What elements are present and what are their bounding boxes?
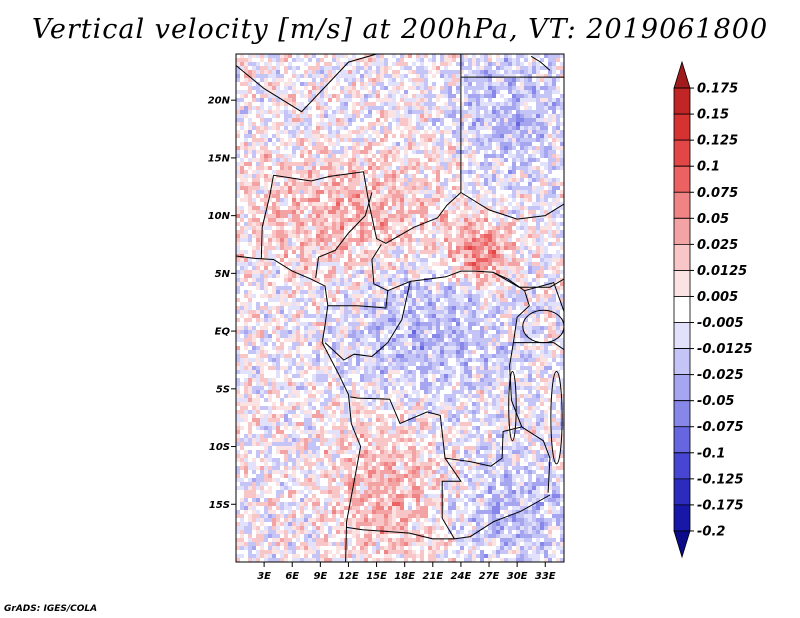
y-tick-label: 15S	[209, 500, 230, 511]
x-tick-label: 30E	[507, 571, 528, 582]
colorbar-swatch	[673, 322, 691, 349]
colorbar-swatch	[673, 400, 691, 428]
colorbar-swatch	[673, 87, 691, 115]
x-tick-label: 6E	[285, 571, 299, 582]
chart-title: Vertical velocity [m/s] at 200hPa, VT: 2…	[31, 14, 769, 45]
y-tick-label: 5S	[216, 384, 230, 395]
colorbar-swatch	[673, 504, 691, 532]
x-tick-label: 9E	[313, 571, 327, 582]
x-tick-label: 27E	[479, 571, 500, 582]
colorbar-label: -0.1	[697, 446, 725, 461]
colorbar-label: 0.025	[697, 238, 738, 253]
x-axis: 3E 6E 9E 12E 15E 18E 21E 24E 27E 30E 33E	[257, 562, 556, 582]
colorbar-label: -0.025	[697, 368, 744, 383]
colorbar-swatch	[673, 217, 691, 245]
y-tick-label: 10S	[209, 442, 230, 453]
colorbar-label: 0.0125	[697, 264, 747, 279]
colorbar: 0.175 0.15 0.125 0.1 0.075 0.05 0.025 0.0125 0.0…	[673, 60, 753, 559]
colorbar-swatch	[673, 426, 691, 454]
colorbar-swatch	[673, 113, 691, 141]
y-tick-label: 10N	[208, 211, 231, 222]
colorbar-label: -0.075	[697, 420, 744, 435]
x-tick-label: 18E	[394, 571, 415, 582]
colorbar-swatch	[673, 374, 691, 402]
colorbar-label: 0.05	[697, 212, 729, 227]
colorbar-label: 0.125	[697, 134, 738, 149]
x-tick-label: 15E	[366, 571, 387, 582]
colorbar-swatch	[673, 243, 691, 271]
y-tick-label: EQ	[215, 327, 231, 338]
y-tick-label: 15N	[208, 153, 231, 164]
country-borders	[236, 54, 564, 562]
colorbar-swatch	[673, 452, 691, 480]
x-tick-label: 12E	[338, 571, 359, 582]
colorbar-label: 0.175	[697, 82, 738, 97]
plot-frame	[235, 53, 565, 563]
colorbar-swatch	[673, 60, 691, 89]
colorbar-label: -0.2	[697, 524, 725, 539]
colorbar-swatch	[673, 270, 691, 297]
colorbar-label: -0.175	[697, 498, 744, 513]
y-axis: 20N 15N 10N 5N EQ 5S 10S 15S	[208, 96, 236, 511]
colorbar-label: -0.0125	[697, 342, 753, 357]
colorbar-label: 0.1	[697, 160, 720, 175]
velocity-field	[236, 54, 564, 562]
x-tick-label: 21E	[422, 571, 443, 582]
colorbar-swatch	[673, 530, 691, 559]
x-tick-label: 24E	[451, 571, 472, 582]
y-tick-label: 20N	[208, 96, 231, 107]
colorbar-swatch	[673, 348, 691, 376]
grads-credit: GrADS: IGES/COLA	[4, 604, 98, 614]
y-tick-label: 5N	[215, 269, 231, 280]
colorbar-swatch	[673, 165, 691, 193]
colorbar-label: -0.005	[697, 316, 744, 331]
colorbar-label: 0.005	[697, 290, 738, 305]
colorbar-label: 0.15	[697, 108, 729, 123]
colorbar-label: -0.125	[697, 472, 744, 487]
colorbar-swatch	[673, 296, 691, 323]
colorbar-label: 0.075	[697, 186, 738, 201]
colorbar-label: -0.05	[697, 394, 734, 409]
colorbar-swatch	[673, 139, 691, 167]
colorbar-swatch	[673, 478, 691, 506]
x-tick-label: 3E	[257, 571, 271, 582]
x-tick-label: 33E	[535, 571, 556, 582]
colorbar-swatch	[673, 191, 691, 219]
